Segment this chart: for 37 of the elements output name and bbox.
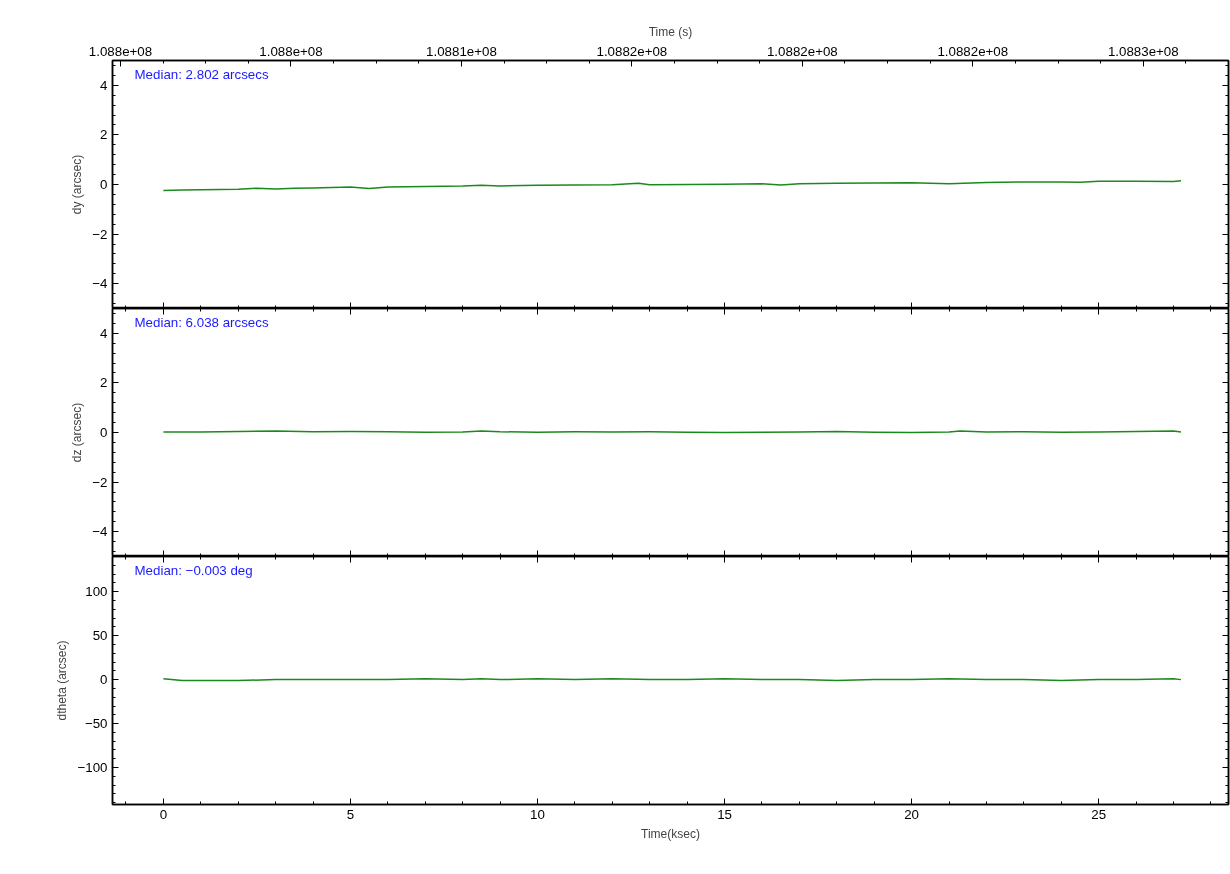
x2-tick-label: 1.088e+08 — [88, 43, 153, 59]
y-tick-label: −50 — [84, 716, 108, 732]
x-tick-label: 15 — [717, 806, 732, 822]
y-axis-title: dz (arcsec) — [70, 402, 85, 463]
x2-tick-label: 1.0882e+08 — [937, 43, 1009, 59]
y-tick-label: 4 — [100, 77, 109, 93]
x-tick-label: 20 — [904, 806, 920, 822]
y-tick-label: −100 — [77, 760, 108, 776]
y-tick-label: 0 — [100, 425, 108, 440]
y-tick-label: 0 — [100, 672, 108, 688]
y-tick-label: −4 — [92, 524, 109, 540]
y-tick-label: −2 — [92, 474, 108, 490]
x2-axis-title: Time (s) — [648, 24, 693, 39]
y-tick-label: 0 — [100, 177, 108, 192]
x2-tick-label: 1.0882e+08 — [766, 43, 838, 59]
y-axis-title: dtheta (arcsec) — [55, 640, 70, 721]
x2-tick-label: 1.088e+08 — [259, 43, 323, 59]
x2-tick-label: 1.0883e+08 — [1107, 43, 1179, 59]
y-tick-label: −2 — [92, 226, 108, 242]
y-tick-label: 2 — [100, 127, 108, 143]
annotation: Median: 2.802 arcsecs — [134, 66, 269, 82]
annotation: Median: −0.003 deg — [134, 562, 253, 578]
y-axis-title: dy (arcsec) — [70, 154, 85, 215]
x-tick-label: 0 — [159, 806, 168, 822]
y-tick-label: −4 — [92, 276, 109, 292]
line-series — [162, 180, 1182, 192]
x2-tick-label: 1.0881e+08 — [426, 43, 497, 59]
x2-tick-label: 1.0882e+08 — [596, 43, 668, 59]
x-tick-label: 5 — [346, 806, 355, 822]
x-tick-label: 25 — [1091, 806, 1107, 822]
x-axis-title: Time(ksec) — [641, 826, 700, 841]
y-tick-label: 4 — [100, 325, 109, 341]
y-tick-label: 100 — [85, 584, 108, 600]
annotation: Median: 6.038 arcsecs — [134, 314, 269, 330]
x-tick-label: 10 — [530, 806, 545, 822]
y-tick-label: 50 — [92, 628, 108, 644]
y-tick-label: 2 — [100, 375, 108, 391]
